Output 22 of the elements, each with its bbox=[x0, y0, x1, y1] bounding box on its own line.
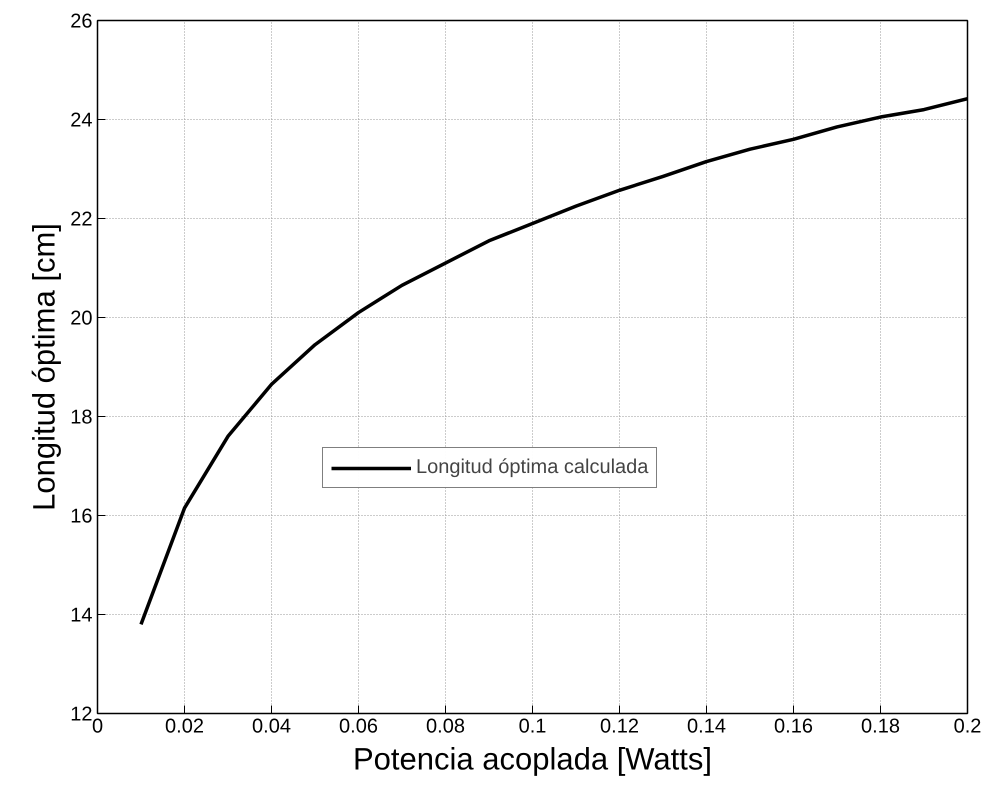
x-tick-label: 0.08 bbox=[426, 716, 465, 738]
y-axis-title: Longitud óptima [cm] bbox=[26, 223, 62, 511]
y-tick-label: 22 bbox=[70, 208, 93, 230]
y-tick-label: 18 bbox=[70, 406, 93, 428]
y-tick-label: 14 bbox=[70, 604, 93, 626]
x-axis-title: Potencia acoplada [Watts] bbox=[353, 742, 712, 776]
x-tick-label: 0.12 bbox=[600, 716, 639, 738]
x-tick-label: 0.16 bbox=[774, 716, 813, 738]
y-tick-label: 24 bbox=[70, 110, 93, 132]
x-tick-label: 0 bbox=[92, 716, 104, 738]
x-tick-label: 0.04 bbox=[252, 716, 291, 738]
x-tick-label: 0.06 bbox=[339, 716, 378, 738]
x-tick-label: 0.2 bbox=[954, 716, 982, 738]
x-tick-label: 0.1 bbox=[518, 716, 546, 738]
y-tick-label: 20 bbox=[70, 308, 93, 330]
y-tick-label: 16 bbox=[70, 506, 93, 528]
x-tick-label: 0.02 bbox=[165, 716, 204, 738]
x-tick-label: 0.18 bbox=[861, 716, 900, 738]
legend-label: Longitud óptima calculada bbox=[416, 456, 648, 479]
y-tick-label: 26 bbox=[70, 10, 93, 32]
x-tick-label: 0.14 bbox=[687, 716, 726, 738]
y-tick-label: 12 bbox=[70, 704, 93, 726]
